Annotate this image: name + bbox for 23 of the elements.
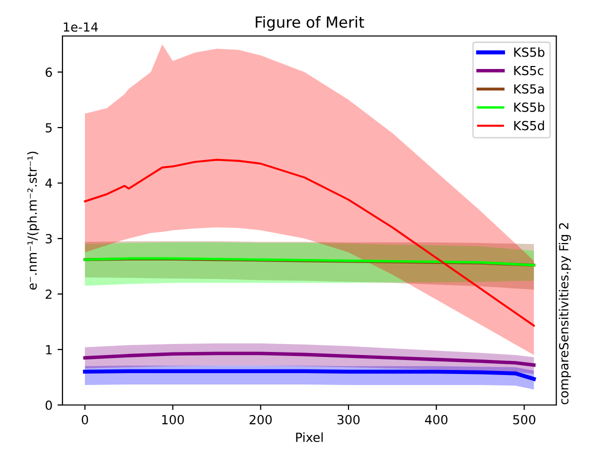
- x-tick-label: 0: [82, 414, 88, 424]
- y-tick-label: 0: [46, 400, 52, 410]
- y-tick-label: 5: [46, 123, 52, 132]
- y-axis-title: e⁻.nm⁻¹/(ph.m⁻².str⁻¹): [27, 152, 40, 290]
- legend-label: KS5a: [514, 84, 544, 94]
- x-tick-label: 300: [338, 414, 360, 424]
- x-axis-title: Pixel: [296, 432, 323, 442]
- y-tick-label: 4: [45, 178, 52, 188]
- text: compareSensitivities.py Fig 2: [558, 223, 571, 404]
- legend-label: KS5d: [514, 120, 544, 130]
- legend-label: KS5b: [514, 102, 544, 112]
- x-tick-label: 200: [250, 414, 272, 424]
- legend-label: KS5c: [514, 66, 544, 76]
- y-tick-label: 2: [46, 289, 52, 299]
- x-tick-label: 500: [513, 414, 536, 424]
- x-tick-label: 100: [162, 414, 184, 424]
- x-tick-label: 400: [425, 414, 448, 424]
- text: 1e-14: [64, 22, 98, 32]
- y-tick-label: 3: [46, 234, 52, 244]
- y-tick-label: 1: [46, 345, 52, 354]
- y-tick-label: 6: [46, 68, 52, 77]
- chart-title: Figure of Merit: [256, 16, 364, 31]
- legend-label: KS5b: [514, 47, 544, 57]
